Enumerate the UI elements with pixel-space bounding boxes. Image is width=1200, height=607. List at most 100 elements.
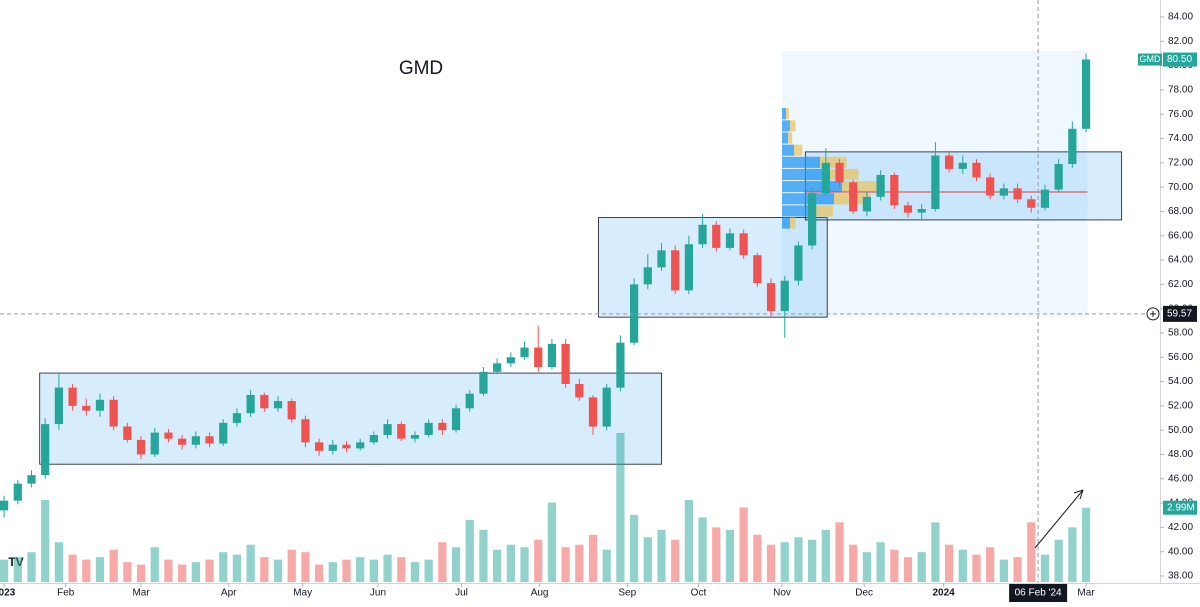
- volume-profile-bar: [782, 108, 787, 120]
- volume-bar: [616, 432, 625, 582]
- candle-body: [739, 233, 748, 256]
- candle-body: [178, 438, 187, 445]
- chart-title: GMD: [399, 58, 443, 79]
- volume-bar: [493, 549, 502, 582]
- candle-body: [862, 196, 872, 212]
- y-tick-label: 66.00: [1168, 230, 1193, 241]
- volume-bar: [95, 557, 105, 582]
- volume-bar: [986, 547, 995, 582]
- candle-body: [383, 424, 392, 436]
- volume-bar: [629, 514, 639, 582]
- volume-bar: [13, 557, 22, 582]
- y-tick-label: 46.00: [1168, 473, 1193, 484]
- candle-body: [451, 408, 461, 431]
- candle-body: [890, 174, 899, 206]
- candle-body: [314, 442, 324, 451]
- y-tick-label: 64.00: [1168, 255, 1193, 266]
- candle-body: [246, 394, 255, 414]
- volume-bar: [821, 529, 830, 582]
- volume-profile-bar: [782, 144, 795, 156]
- candle-body: [219, 422, 228, 444]
- candle-body: [205, 436, 214, 444]
- candle-body: [342, 444, 351, 449]
- candle-body: [602, 387, 611, 427]
- candle-body: [876, 174, 885, 197]
- volume-bar: [849, 544, 858, 582]
- x-tick-label: May: [293, 588, 312, 599]
- candle-body: [958, 162, 967, 169]
- candle-body: [944, 155, 954, 169]
- candle-body: [356, 442, 365, 449]
- volume-bar: [0, 559, 9, 582]
- volume-bar: [287, 549, 296, 582]
- y-tick-label: 42.00: [1168, 522, 1193, 533]
- volume-profile-bar-outer: [842, 181, 885, 193]
- volume-bar: [232, 554, 242, 582]
- volume-bar: [383, 554, 392, 582]
- volume-bar: [698, 517, 707, 582]
- volume-bar: [178, 564, 187, 582]
- volume-bar: [356, 557, 365, 582]
- candle-body: [424, 422, 433, 436]
- candle-body: [260, 394, 269, 409]
- volume-profile-bar: [782, 217, 791, 229]
- y-tick-label: 50.00: [1168, 425, 1193, 436]
- range-box: [39, 372, 662, 465]
- last-price-label: 80.50: [1167, 54, 1192, 65]
- candle-body: [725, 233, 735, 248]
- candle-body: [931, 155, 940, 210]
- candle-body: [465, 393, 474, 409]
- volume-bar: [342, 559, 351, 582]
- candle-body: [328, 444, 337, 451]
- y-tick-label: 56.00: [1168, 352, 1193, 363]
- trend-arrow: [1034, 489, 1084, 549]
- candle-body: [808, 193, 817, 246]
- symbol-badge: GMD: [1140, 54, 1161, 64]
- volume-bar: [438, 542, 447, 582]
- volume-bar: [260, 557, 269, 582]
- volume-bar: [712, 527, 721, 582]
- volume-bar: [54, 542, 63, 582]
- candle-body: [164, 432, 173, 439]
- y-tick-label: 82.00: [1168, 36, 1193, 47]
- volume-profile-bar: [782, 132, 789, 144]
- x-tick-label: Apr: [221, 588, 237, 599]
- candle-body: [903, 205, 913, 213]
- crosshair-x-label-bg: [1009, 584, 1068, 602]
- volume-bar: [890, 549, 899, 582]
- volume-bar: [903, 557, 913, 582]
- candle-body: [575, 383, 584, 398]
- candle-body: [109, 399, 118, 427]
- volume-bar: [273, 559, 283, 582]
- candle-body: [150, 432, 159, 455]
- volume-bar: [82, 559, 91, 582]
- candle-body: [821, 162, 830, 194]
- candle-body: [588, 397, 598, 427]
- y-tick-label: 40.00: [1168, 546, 1193, 557]
- volume-bar: [588, 534, 598, 582]
- volume-bar: [684, 500, 693, 582]
- volume-bar: [999, 559, 1008, 582]
- candle-body: [1068, 128, 1077, 165]
- candle-body: [1027, 199, 1036, 208]
- candle-body: [684, 244, 693, 291]
- candle-body: [561, 343, 570, 384]
- volume-bar: [314, 564, 324, 582]
- volume-bar: [739, 507, 748, 582]
- y-tick-label: 48.00: [1168, 449, 1193, 460]
- candle-body: [397, 424, 406, 439]
- x-tick-label: Mar: [1077, 588, 1095, 599]
- x-tick-label: 2024: [932, 588, 955, 599]
- volume-profile-bar-outer: [820, 156, 847, 168]
- candle-body: [493, 363, 502, 372]
- candle-body: [123, 426, 132, 440]
- volume-profile-bar: [782, 205, 813, 217]
- candle-body: [82, 405, 91, 411]
- volume-bar: [944, 544, 954, 582]
- volume-bar: [1040, 554, 1050, 582]
- volume-bar: [931, 522, 940, 582]
- y-tick-label: 78.00: [1168, 85, 1193, 96]
- candle-body: [0, 500, 9, 511]
- y-tick-label: 68.00: [1168, 206, 1193, 217]
- volume-profile-bar-outer: [790, 120, 796, 132]
